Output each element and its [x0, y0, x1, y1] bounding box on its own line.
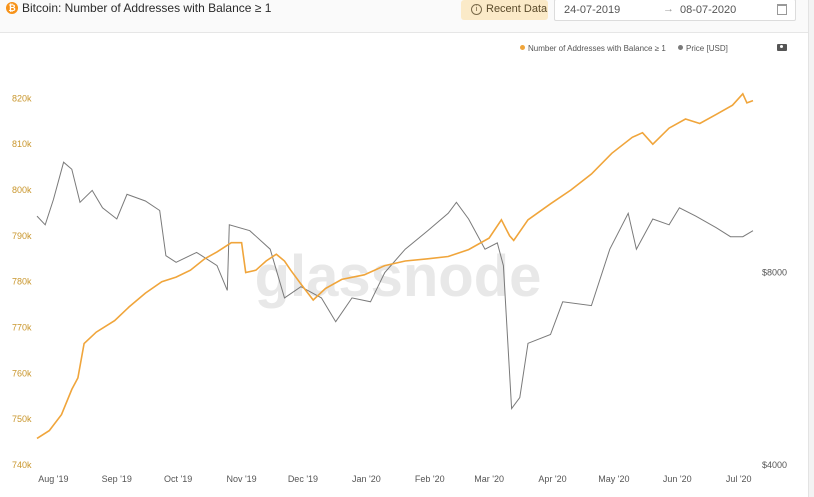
legend-item-price[interactable]: Price [USD] [678, 44, 728, 53]
y-axis-right: $4000 $8000 [762, 268, 787, 471]
legend-label-addresses: Number of Addresses with Balance ≥ 1 [528, 44, 666, 53]
x-tick-label: May '20 [598, 474, 629, 484]
y-tick-label: 820k [12, 93, 32, 103]
date-to[interactable]: 08-07-2020 [680, 4, 737, 16]
date-from[interactable]: 24-07-2019 [564, 4, 621, 16]
x-tick-label: Oct '19 [164, 474, 192, 484]
x-tick-label: Feb '20 [415, 474, 445, 484]
x-tick-label: Jan '20 [352, 474, 381, 484]
legend-label-price: Price [USD] [686, 44, 728, 53]
x-tick-label: Nov '19 [226, 474, 256, 484]
top-bar: ₿ Bitcoin: Number of Addresses with Bala… [0, 0, 808, 33]
date-range-picker[interactable]: 24-07-2019 → 08-07-2020 [554, 0, 796, 21]
legend-dot-price [678, 45, 684, 50]
x-tick-label: Jun '20 [663, 474, 692, 484]
info-icon: i [471, 4, 482, 15]
x-tick-label: Dec '19 [288, 474, 318, 484]
y-tick-label: 740k [12, 460, 32, 470]
chart-legend: Number of Addresses with Balance ≥ 1 Pri… [520, 44, 738, 53]
camera-icon[interactable] [777, 44, 787, 51]
y-tick-label: 780k [12, 277, 32, 287]
y-tick-label: 810k [12, 139, 32, 149]
y-right-tick-label: $8000 [762, 268, 787, 278]
legend-dot-addresses [520, 45, 525, 50]
y-tick-label: 760k [12, 368, 32, 378]
x-tick-label: Apr '20 [538, 474, 566, 484]
x-axis: Aug '19 Sep '19 Oct '19 Nov '19 Dec '19 Jan '… [38, 474, 751, 484]
y-tick-label: 750k [12, 414, 32, 424]
y-right-tick-label: $4000 [762, 460, 787, 470]
series-line-addresses [36, 92, 754, 440]
series-line-price [36, 161, 754, 411]
x-tick-label: Sep '19 [102, 474, 132, 484]
y-tick-label: 790k [12, 231, 32, 241]
calendar-icon[interactable] [777, 4, 787, 15]
recent-data-label: Recent Data [486, 3, 548, 15]
page-title: Bitcoin: Number of Addresses with Balanc… [22, 1, 272, 15]
legend-item-addresses[interactable]: Number of Addresses with Balance ≥ 1 [520, 44, 666, 53]
y-axis-left: 740k 750k 760k 770k 780k 790k 800k 810k 820k [12, 93, 32, 470]
watermark: glassnode [255, 244, 542, 309]
y-tick-label: 800k [12, 185, 32, 195]
x-tick-label: Aug '19 [38, 474, 68, 484]
bitcoin-icon: ₿ [6, 2, 18, 14]
arrow-right-icon: → [663, 3, 674, 15]
x-tick-label: Jul '20 [726, 474, 752, 484]
x-tick-label: Mar '20 [474, 474, 504, 484]
recent-data-button[interactable]: i Recent Data [461, 0, 548, 20]
y-tick-label: 770k [12, 323, 32, 333]
